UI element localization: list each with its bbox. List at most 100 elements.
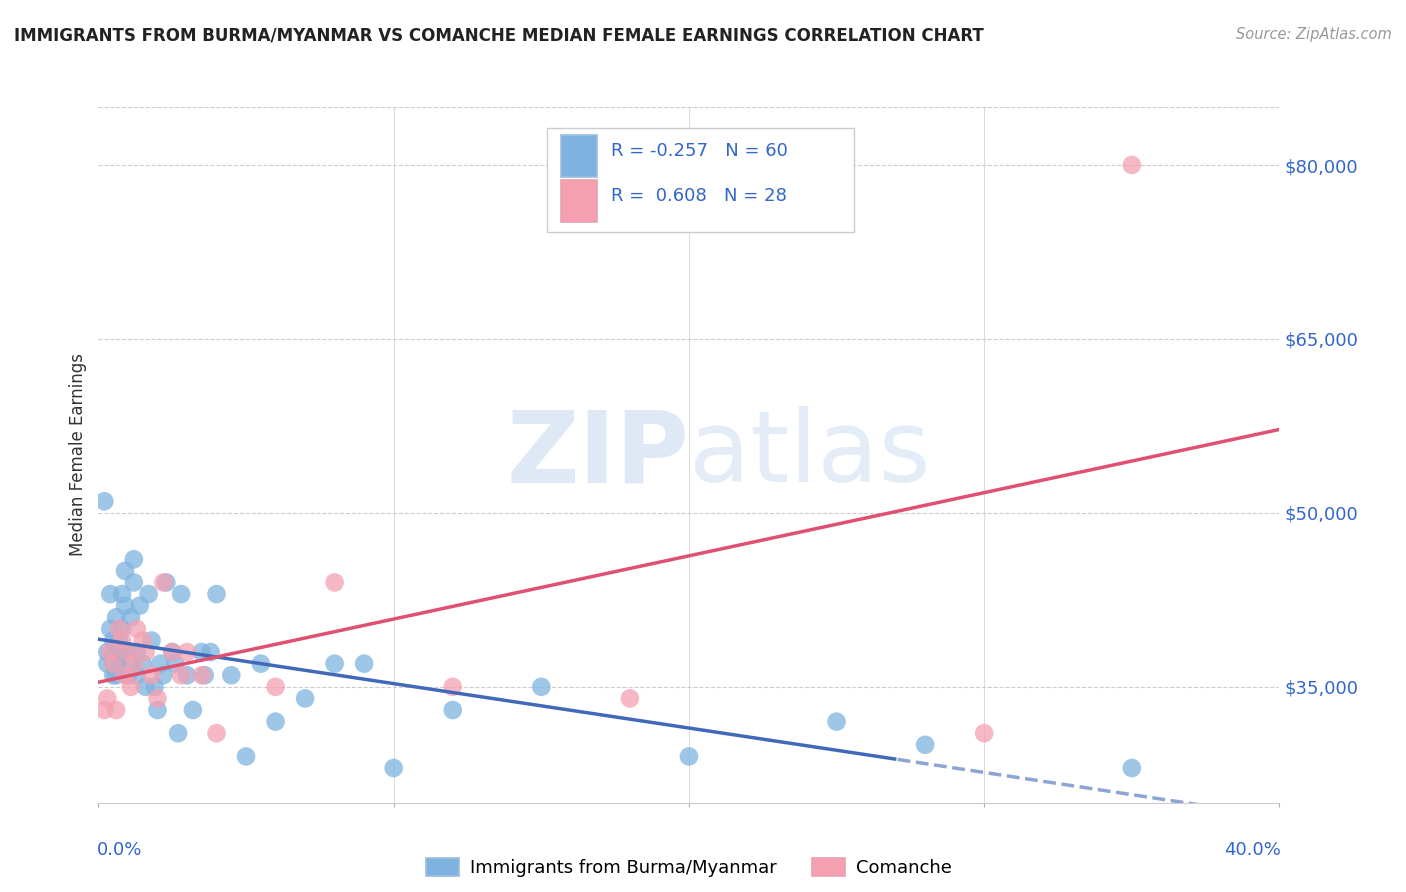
Point — [250, 657, 273, 671]
Point — [114, 564, 136, 578]
Point — [93, 703, 115, 717]
Point — [152, 575, 174, 590]
Point — [105, 610, 128, 624]
Point — [1121, 761, 1143, 775]
Point — [162, 645, 183, 659]
Text: IMMIGRANTS FROM BURMA/MYANMAR VS COMANCHE MEDIAN FEMALE EARNINGS CORRELATION CHA: IMMIGRANTS FROM BURMA/MYANMAR VS COMANCH… — [14, 27, 984, 45]
Point — [353, 657, 375, 671]
Point — [678, 749, 700, 764]
Point — [117, 645, 139, 659]
Point — [194, 668, 217, 682]
Point — [382, 761, 405, 775]
Point — [165, 657, 187, 671]
Point — [264, 714, 287, 729]
Point — [103, 657, 125, 671]
Point — [111, 587, 134, 601]
Point — [105, 668, 128, 682]
Point — [103, 657, 125, 671]
Point — [120, 610, 142, 624]
Point — [93, 494, 115, 508]
Point — [146, 691, 169, 706]
Point — [135, 645, 157, 659]
Point — [205, 726, 228, 740]
Text: Source: ZipAtlas.com: Source: ZipAtlas.com — [1236, 27, 1392, 42]
Point — [96, 657, 118, 671]
Point — [162, 645, 183, 659]
FancyBboxPatch shape — [561, 136, 596, 177]
Point — [143, 680, 166, 694]
Point — [1121, 158, 1143, 172]
Point — [96, 691, 118, 706]
Point — [114, 599, 136, 613]
Text: atlas: atlas — [689, 407, 931, 503]
Point — [103, 668, 125, 682]
Point — [108, 622, 131, 636]
Text: ZIP: ZIP — [506, 407, 689, 503]
Point — [141, 633, 163, 648]
Point — [191, 645, 214, 659]
Text: R =  0.608   N = 28: R = 0.608 N = 28 — [612, 186, 787, 205]
Point — [191, 668, 214, 682]
Point — [117, 668, 139, 682]
Point — [441, 703, 464, 717]
Point — [96, 645, 118, 659]
Point — [125, 668, 148, 682]
Point — [111, 622, 134, 636]
Point — [294, 691, 316, 706]
Point — [114, 668, 136, 682]
Point — [152, 668, 174, 682]
Point — [170, 668, 193, 682]
Legend: Immigrants from Burma/Myanmar, Comanche: Immigrants from Burma/Myanmar, Comanche — [419, 850, 959, 884]
FancyBboxPatch shape — [547, 128, 855, 232]
Text: 0.0%: 0.0% — [97, 841, 142, 859]
Point — [323, 575, 346, 590]
Point — [132, 657, 155, 671]
Point — [135, 680, 157, 694]
Point — [235, 749, 257, 764]
Point — [141, 668, 163, 682]
Point — [149, 657, 172, 671]
Point — [98, 645, 121, 659]
Point — [122, 575, 145, 590]
Point — [221, 668, 243, 682]
Point — [181, 703, 204, 717]
Y-axis label: Median Female Earnings: Median Female Earnings — [69, 353, 87, 557]
Point — [973, 726, 995, 740]
Point — [176, 645, 198, 659]
Point — [441, 680, 464, 694]
Point — [125, 622, 148, 636]
Point — [132, 633, 155, 648]
Point — [825, 714, 848, 729]
Point — [98, 587, 121, 601]
Point — [264, 680, 287, 694]
Point — [105, 703, 128, 717]
Point — [170, 587, 193, 601]
Point — [111, 633, 134, 648]
Point — [122, 552, 145, 566]
Point — [619, 691, 641, 706]
Point — [176, 668, 198, 682]
Point — [108, 657, 131, 671]
Point — [138, 587, 160, 601]
Point — [105, 645, 128, 659]
Point — [122, 657, 145, 671]
Point — [120, 657, 142, 671]
Point — [530, 680, 553, 694]
Point — [108, 645, 131, 659]
Point — [120, 680, 142, 694]
Point — [125, 645, 148, 659]
Point — [205, 587, 228, 601]
Point — [914, 738, 936, 752]
Point — [117, 645, 139, 659]
FancyBboxPatch shape — [561, 180, 596, 222]
Point — [323, 657, 346, 671]
Point — [128, 599, 150, 613]
Point — [98, 622, 121, 636]
Point — [200, 645, 222, 659]
Point — [155, 575, 177, 590]
Point — [108, 633, 131, 648]
Text: 40.0%: 40.0% — [1223, 841, 1281, 859]
Text: R = -0.257   N = 60: R = -0.257 N = 60 — [612, 142, 787, 160]
Point — [167, 726, 190, 740]
Point — [146, 703, 169, 717]
